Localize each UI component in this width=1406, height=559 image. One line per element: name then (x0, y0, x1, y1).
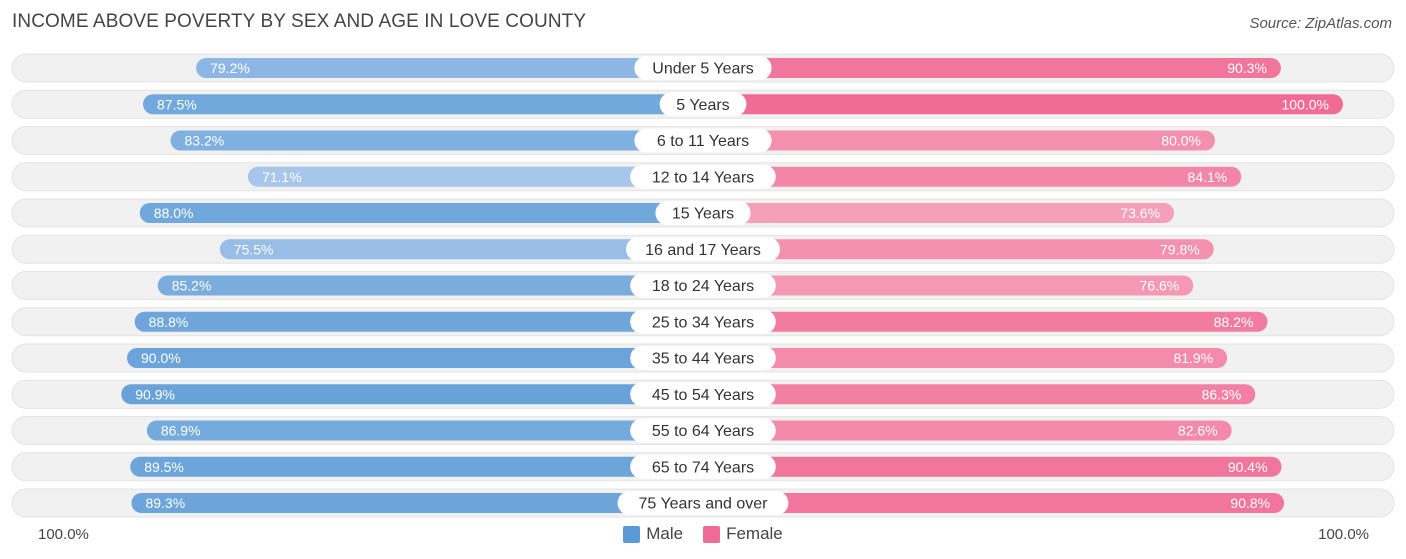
category-label: 15 Years (672, 206, 734, 223)
male-bar (196, 58, 703, 78)
female-bar (703, 493, 1285, 513)
female-value-label: 76.6% (1140, 278, 1180, 294)
male-bar (134, 311, 703, 332)
category-pill (630, 346, 776, 370)
male-bar (127, 348, 703, 368)
male-value-label: 88.0% (154, 205, 194, 221)
male-bar (139, 203, 704, 223)
axis-right-label: 100.0% (1318, 526, 1369, 543)
male-bar (219, 239, 704, 260)
male-bar (121, 384, 704, 405)
male-bar (170, 130, 703, 151)
male-value-label: 87.5% (157, 96, 197, 112)
male-value-label: 83.2% (185, 133, 225, 149)
legend-male-label: Male (646, 524, 684, 543)
category-pill (630, 309, 776, 334)
category-pill (630, 164, 776, 189)
male-value-label: 85.2% (172, 278, 212, 294)
category-label: Under 5 Years (652, 61, 753, 78)
category-label: 5 Years (676, 97, 729, 114)
category-label: 65 to 74 Years (652, 459, 754, 476)
female-value-label: 80.0% (1161, 133, 1201, 149)
male-bar (247, 166, 703, 187)
category-pill (617, 491, 789, 515)
female-bar (703, 384, 1256, 405)
female-bar (703, 239, 1214, 260)
category-label: 18 to 24 Years (652, 278, 754, 295)
category-label: 12 to 14 Years (652, 169, 754, 186)
chart-plot: 79.2% 90.3% Under 5 Years 87.5% 100.0% 5 Year… (11, 53, 1395, 518)
category-pill (630, 418, 776, 443)
male-bar (157, 275, 704, 296)
axis-left-label: 100.0% (38, 526, 89, 543)
category-label: 6 to 11 Years (657, 133, 749, 150)
category-label: 25 to 34 Years (652, 314, 754, 331)
female-value-label: 90.8% (1230, 495, 1270, 511)
female-swatch-icon (703, 525, 721, 543)
male-bar (143, 94, 703, 115)
male-value-label: 75.5% (234, 241, 274, 257)
category-pill (630, 273, 776, 298)
category-pill (630, 454, 776, 479)
legend-item-male: Male (623, 524, 683, 544)
female-value-label: 100.0% (1282, 96, 1329, 112)
category-pill (634, 128, 772, 153)
male-value-label: 90.0% (141, 350, 181, 366)
female-value-label: 90.4% (1228, 459, 1268, 475)
female-bar (703, 420, 1232, 441)
category-pill (655, 201, 751, 225)
source-note: Source: ZipAtlas.com (1249, 15, 1392, 32)
male-value-label: 79.2% (210, 60, 250, 76)
female-value-label: 86.3% (1202, 386, 1242, 402)
female-value-label: 81.9% (1173, 350, 1213, 366)
female-bar (703, 203, 1175, 223)
female-bar (703, 58, 1281, 78)
female-bar (703, 311, 1268, 332)
female-bar (703, 130, 1215, 151)
chart-title: INCOME ABOVE POVERTY BY SEX AND AGE IN L… (12, 11, 587, 32)
female-value-label: 84.1% (1188, 169, 1228, 185)
category-label: 45 to 54 Years (652, 387, 754, 404)
legend-item-female: Female (703, 524, 783, 544)
female-value-label: 82.6% (1178, 423, 1218, 439)
category-pill (659, 92, 747, 117)
female-bar (703, 348, 1228, 368)
category-label: 55 to 64 Years (652, 423, 754, 440)
category-pill (626, 237, 780, 262)
male-value-label: 71.1% (262, 169, 302, 185)
legend-female-label: Female (726, 524, 783, 543)
category-pill (630, 382, 776, 407)
category-label: 35 to 44 Years (652, 351, 754, 368)
female-value-label: 73.6% (1120, 205, 1160, 221)
male-bar (130, 456, 703, 477)
female-bar (703, 275, 1194, 296)
female-value-label: 88.2% (1214, 314, 1254, 330)
male-bar (146, 420, 704, 441)
male-value-label: 89.3% (145, 495, 185, 511)
female-value-label: 90.3% (1227, 60, 1267, 76)
category-label: 16 and 17 Years (645, 242, 761, 259)
male-value-label: 89.5% (144, 459, 184, 475)
female-value-label: 79.8% (1160, 241, 1200, 257)
male-swatch-icon (623, 525, 641, 543)
male-bar (131, 493, 704, 513)
legend: Male Female (0, 524, 1406, 544)
female-bar (703, 94, 1343, 115)
category-label: 75 Years and over (639, 496, 769, 513)
male-value-label: 86.9% (161, 423, 201, 439)
male-value-label: 88.8% (149, 314, 189, 330)
female-bar (703, 456, 1282, 477)
male-value-label: 90.9% (135, 386, 175, 402)
female-bar (703, 166, 1242, 187)
category-pill (634, 56, 772, 80)
